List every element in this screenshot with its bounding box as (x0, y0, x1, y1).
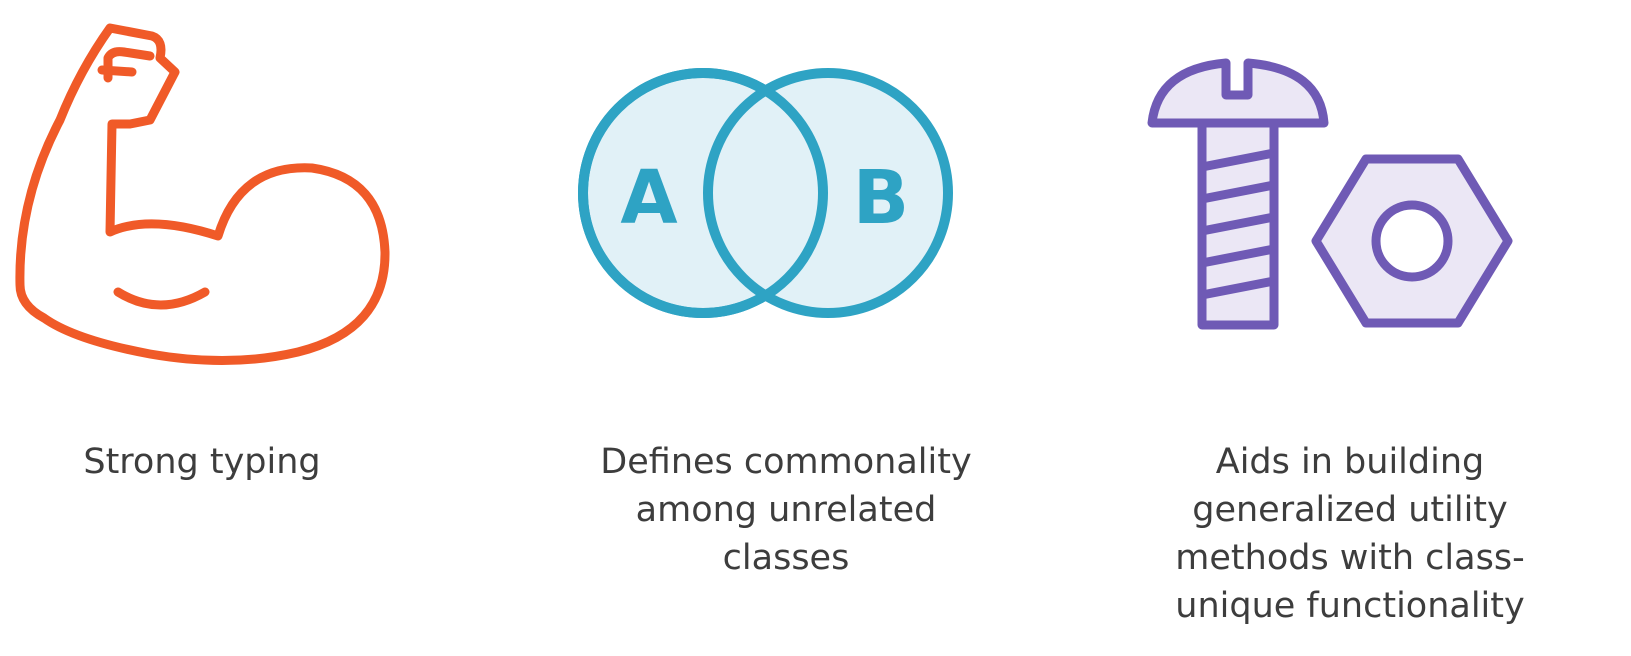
caption-line: unique functionality (1175, 586, 1525, 626)
flexed-bicep-icon (15, 23, 390, 366)
caption-line: Defines commonality (600, 442, 972, 482)
caption-line: Strong typing (83, 442, 321, 482)
venn-label-b: B (853, 155, 909, 241)
caption-line: among unrelated (635, 490, 937, 530)
bolt-and-nut-icon (1147, 58, 1513, 330)
caption-utility-methods: Aids in building generalized utility met… (1142, 438, 1558, 630)
venn-diagram-icon: A B (578, 68, 953, 318)
caption-line: generalized utility (1192, 490, 1508, 530)
caption-line: Aids in building (1215, 442, 1485, 482)
caption-line: methods with class- (1175, 538, 1525, 578)
caption-commonality: Defines commonality among unrelated clas… (568, 438, 1004, 582)
caption-line: classes (722, 538, 850, 578)
venn-label-a: A (620, 155, 677, 241)
caption-strong-typing: Strong typing (38, 438, 366, 486)
